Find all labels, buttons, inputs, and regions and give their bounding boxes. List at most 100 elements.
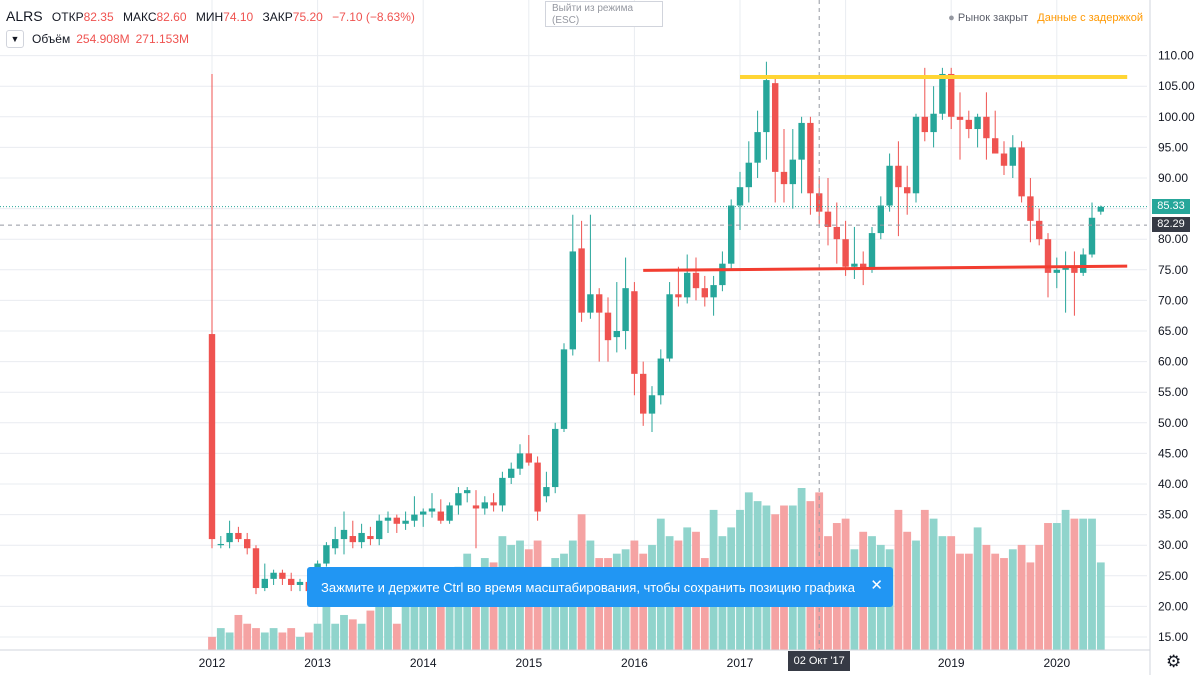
volume-bar xyxy=(1070,518,1079,650)
candle-body xyxy=(244,539,251,549)
candle-body xyxy=(666,294,673,359)
x-tick-label: 2014 xyxy=(410,656,437,670)
candle-body xyxy=(1062,266,1069,270)
support-line[interactable] xyxy=(643,264,1128,272)
candle-body xyxy=(684,272,691,298)
volume-bar xyxy=(929,518,938,650)
candle-body xyxy=(446,505,453,521)
exit-mode-button[interactable]: Выйти из режима (ESC) xyxy=(545,1,663,27)
y-tick-label: 15.00 xyxy=(1158,630,1188,644)
candle-body xyxy=(235,532,242,540)
candle-body xyxy=(886,165,893,206)
low-label: МИН xyxy=(195,10,224,24)
x-tick-label: 2012 xyxy=(199,656,226,670)
candle-body xyxy=(288,578,295,585)
y-tick-label: 70.00 xyxy=(1158,293,1188,307)
candle-body xyxy=(763,80,770,133)
y-tick-label: 90.00 xyxy=(1158,171,1188,185)
candle-body xyxy=(428,508,436,512)
trend-lines[interactable] xyxy=(0,0,1147,650)
y-tick-label: 20.00 xyxy=(1158,599,1188,613)
y-tick-label: 30.00 xyxy=(1158,538,1188,552)
x-tick-label: 2015 xyxy=(515,656,542,670)
volume-bar xyxy=(1017,544,1026,650)
candle-body xyxy=(640,373,647,414)
volume-bar xyxy=(973,527,982,650)
candle-body xyxy=(895,165,902,188)
delayed-data-label[interactable]: Данные с задержкой xyxy=(1037,12,1143,24)
candle-body xyxy=(1009,147,1016,166)
volume-bar xyxy=(1088,518,1096,650)
y-tick-label: 60.00 xyxy=(1158,355,1188,369)
candle-body xyxy=(402,520,409,524)
candle-body xyxy=(578,248,585,313)
candle-body xyxy=(1071,266,1078,273)
candle-body xyxy=(376,520,383,540)
open-value: 82.35 xyxy=(83,10,114,24)
candle-body xyxy=(745,162,752,188)
volume-bar xyxy=(982,544,991,650)
market-status: ● Рынок закрыт Данные с задержкой xyxy=(948,12,1143,24)
close-label: ЗАКР xyxy=(262,10,293,24)
candle-body xyxy=(965,119,972,130)
candle-body xyxy=(508,468,515,478)
candle-body xyxy=(516,453,524,469)
candle-body xyxy=(798,122,805,160)
volume-bar xyxy=(1000,558,1008,650)
volume-bar xyxy=(1035,544,1044,650)
change-value: −7.10 (−8.63%) xyxy=(332,10,415,24)
zoom-hint-text: Зажмите и держите Ctrl во время масштаби… xyxy=(321,579,855,595)
candle-body xyxy=(736,187,744,206)
candle-body xyxy=(481,502,488,509)
volume-bar xyxy=(964,553,973,650)
y-tick-label: 40.00 xyxy=(1158,477,1188,491)
y-tick-label: 65.00 xyxy=(1158,324,1188,338)
volume-bar xyxy=(260,632,269,650)
volume-bar xyxy=(454,566,463,650)
x-tick-label: 2016 xyxy=(621,656,648,670)
volume-bar xyxy=(225,632,234,650)
cursor-date-tag: 02 Окт '17 xyxy=(788,651,851,671)
volume-ma-value: 271.153M xyxy=(135,32,189,46)
high-label: МАКС xyxy=(122,10,157,24)
candle-body xyxy=(948,73,955,117)
candle-body xyxy=(296,581,304,585)
symbol-label[interactable]: ALRS xyxy=(6,8,43,24)
candle-body xyxy=(728,205,735,264)
candle-body xyxy=(604,312,612,341)
y-tick-label: 25.00 xyxy=(1158,569,1188,583)
candle-body xyxy=(270,572,277,579)
candle-body xyxy=(332,539,339,549)
volume-bar xyxy=(436,593,445,650)
x-tick-label: 2020 xyxy=(1043,656,1070,670)
candle-body xyxy=(1000,153,1008,166)
candle-body xyxy=(367,536,374,540)
candle-body xyxy=(701,288,708,298)
candle-body xyxy=(754,132,761,163)
candle-body xyxy=(490,502,497,506)
volume-bar xyxy=(384,584,392,650)
candle-body xyxy=(1018,147,1025,197)
volume-bar xyxy=(1096,562,1105,650)
volume-bar xyxy=(357,623,366,650)
y-tick-label: 105.00 xyxy=(1158,79,1195,93)
close-icon[interactable]: ✕ xyxy=(870,577,883,594)
volume-bar xyxy=(278,632,287,650)
candle-body xyxy=(956,116,964,120)
x-tick-label: 2013 xyxy=(304,656,331,670)
candle-body xyxy=(569,251,576,350)
gear-icon[interactable]: ⚙ xyxy=(1166,652,1182,671)
candle-body xyxy=(851,263,858,267)
candle-body xyxy=(921,116,928,133)
volume-bar xyxy=(375,601,384,650)
candle-body xyxy=(904,187,911,194)
chevron-down-icon[interactable]: ▼ xyxy=(6,30,24,48)
volume-bar xyxy=(542,566,551,650)
candle-body xyxy=(1044,239,1052,273)
volume-bar xyxy=(304,632,313,650)
volume-label: Объём xyxy=(32,32,71,46)
volume-bar xyxy=(1061,509,1070,650)
candle-body xyxy=(833,226,840,240)
candle-body xyxy=(279,572,286,579)
volume-bar xyxy=(1079,518,1088,650)
